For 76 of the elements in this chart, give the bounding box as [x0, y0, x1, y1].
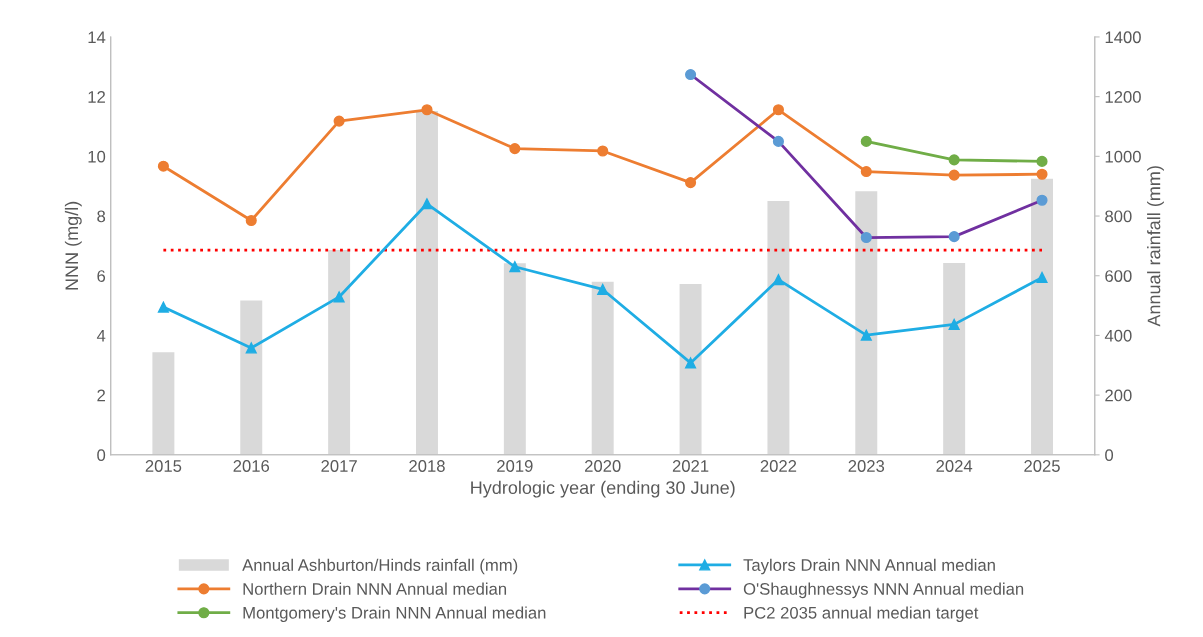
- point: [772, 135, 784, 147]
- y-tick-label: 10: [88, 150, 106, 163]
- legend-label: Taylors Drain NNN Annual median: [743, 558, 995, 575]
- point: [772, 104, 784, 116]
- y2-tick-label: 600: [1105, 270, 1132, 282]
- point: [333, 291, 345, 303]
- point: [509, 261, 521, 273]
- bar: [855, 191, 878, 455]
- y-tick-label: 6: [97, 270, 106, 282]
- y2-tick-label: 1200: [1105, 91, 1141, 103]
- point: [1036, 271, 1048, 284]
- point: [245, 342, 257, 354]
- y2-tick-label: 400: [1104, 329, 1132, 342]
- y2-tick-label: 200: [1105, 389, 1132, 402]
- legend-label: Montgomery's Drain NNN Annual median: [243, 606, 546, 622]
- x-tick-label: 2016: [233, 460, 270, 472]
- point: [860, 135, 872, 147]
- bar: [679, 284, 702, 455]
- bar: [152, 352, 175, 455]
- bar: [328, 250, 351, 455]
- bar: [591, 281, 614, 455]
- x-tick-label: 2024: [936, 460, 973, 472]
- point: [948, 154, 960, 166]
- x-tick-label: 2025: [1024, 460, 1060, 472]
- point: [1036, 155, 1048, 167]
- point: [1036, 168, 1048, 180]
- point: [860, 329, 872, 341]
- point: [860, 231, 872, 244]
- point: [421, 198, 433, 210]
- point: [421, 104, 433, 116]
- y-tick-label: 14: [88, 31, 106, 43]
- x-tick-label: 2018: [409, 460, 445, 472]
- legend-label: Annual Ashburton/Hinds rainfall (mm): [242, 558, 518, 575]
- y-tick-label: 0: [97, 449, 106, 462]
- point: [948, 169, 960, 181]
- bar: [416, 110, 438, 455]
- point: [509, 143, 521, 155]
- y-tick-label: 12: [88, 91, 105, 103]
- point: [772, 274, 784, 286]
- x-tick-label: 2015: [145, 460, 182, 472]
- bar: [943, 262, 966, 455]
- legend-label: PC2 2035 annual median target: [744, 606, 979, 622]
- point: [948, 318, 960, 330]
- x-tick-label: 2019: [497, 460, 533, 472]
- legend-label: Northern Drain NNN Annual median: [243, 582, 507, 595]
- point: [245, 214, 257, 227]
- bar: [503, 263, 526, 455]
- x-tick-label: 2021: [672, 460, 709, 472]
- y-tick-label: 8: [97, 210, 106, 223]
- point: [157, 301, 169, 313]
- point: [685, 68, 697, 81]
- point: [685, 357, 697, 369]
- point: [948, 231, 960, 243]
- x-axis-title: Hydrologic year (ending 30 June): [471, 480, 735, 498]
- y-axis-title: NNN (mg/l): [64, 201, 82, 290]
- y2-tick-label: 1000: [1105, 150, 1141, 163]
- y2-tick-label: 1400: [1105, 31, 1141, 44]
- y-tick-label: 4: [96, 330, 106, 342]
- y2-axis-title: Annual rainfall (mm): [1147, 166, 1164, 327]
- x-tick-label: 2022: [760, 460, 797, 472]
- y-tick-label: 2: [97, 389, 105, 402]
- bar: [240, 300, 263, 455]
- bar: [767, 201, 790, 455]
- point: [333, 115, 345, 127]
- point: [685, 177, 697, 189]
- y2-tick-label: 0: [1105, 449, 1114, 462]
- point: [597, 145, 609, 157]
- bar: [1031, 178, 1053, 455]
- legend-label: O'Shaughnessys NNN Annual median: [743, 582, 1024, 599]
- x-tick-label: 2020: [585, 460, 621, 472]
- point: [157, 160, 169, 172]
- y2-tick-label: 800: [1105, 210, 1132, 223]
- x-tick-label: 2017: [321, 460, 357, 472]
- x-tick-label: 2023: [848, 460, 885, 472]
- point: [860, 166, 872, 178]
- point: [1036, 194, 1048, 206]
